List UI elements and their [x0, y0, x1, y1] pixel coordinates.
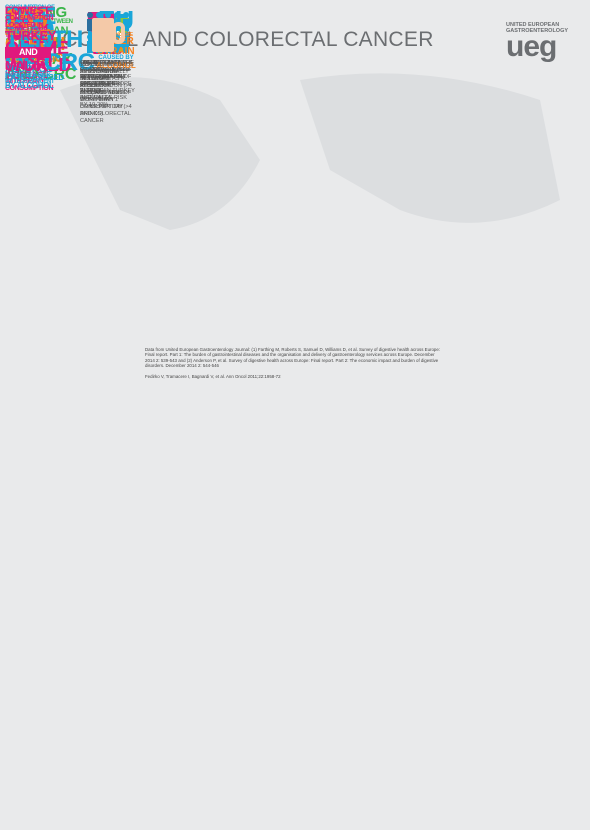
- infographic: ALCOHOL AND COLORECTAL CANCER UNITED EUR…: [5, 4, 569, 384]
- side-line: ALCOHOL: [96, 61, 136, 71]
- headline-line: LOCATED IN: [5, 22, 44, 30]
- headline-line: LOCATED IN: [5, 22, 44, 30]
- headline-line: TENTH: [5, 25, 83, 53]
- description: EUROPE DRINKS, ON AVERAGE, 50% MORE THAN…: [80, 60, 131, 94]
- side-line: CAUSED BY: [98, 55, 134, 62]
- headline-line: CONSUMPTION: [5, 15, 54, 23]
- headline-line: 155: [5, 3, 48, 33]
- headline-line: MORE THAN: [5, 24, 69, 37]
- headline-line: CASES CAUSED: [5, 73, 64, 83]
- headline-line: 1.5 TIMES MORE: [5, 27, 48, 34]
- person-body: [87, 41, 93, 53]
- headline-line: DRINKS: [5, 15, 49, 30]
- panel: LOWEST CONSUMPTION LOCATED IN TURKEY AND MALT…: [0, 5, 590, 830]
- headline-line: WITH HEAVY: [5, 78, 45, 86]
- headline-line: BY 10-20 PERCENT: [5, 79, 55, 86]
- reference: Data from United European Gastroenterolo…: [145, 347, 441, 369]
- headline-line: CORRELATION BETWEEN: [5, 19, 73, 26]
- headline: LOWEST CONSUMPTION LOCATED IN TURKEY AND MALT…: [5, 5, 81, 74]
- person-head: [123, 12, 129, 18]
- logo: UNITED EUROPEAN GASTROENTEROLOGY ueg: [506, 22, 569, 63]
- footer: Data from United European Gastroenterolo…: [145, 347, 445, 384]
- headline-line: CONSUMPTION: [5, 15, 54, 23]
- description: STRONG ASSOCIATION BETWEEN ALCOHOLIC CON…: [80, 62, 132, 124]
- logo-mark: ueg: [506, 30, 557, 63]
- headline-line: THAN THE REST: [5, 33, 48, 40]
- headline-line: ROMANIA AND: [5, 28, 51, 36]
- headline: STRONG CORRELATION BETWEEN MORE THAN 1 DRIN…: [5, 4, 81, 83]
- headline-line: BY ALCOHOL: [5, 80, 54, 90]
- headline-line: STRONG: [5, 4, 67, 21]
- person-head: [114, 12, 120, 18]
- title: ALCOHOL AND COLORECTAL CANCER: [36, 28, 434, 51]
- headline-line: MALTA: [5, 58, 47, 74]
- beer-mug: [92, 18, 114, 52]
- beer-handle: [112, 22, 125, 44]
- panel: 155 BILLION EUROS EU HEALTHCARE UNDER STRAIN C…: [0, 5, 590, 756]
- headline-line: CONSUMPTION: [5, 84, 54, 92]
- logo-line: GASTROENTEROLOGY: [506, 28, 569, 34]
- person-body: [87, 19, 93, 31]
- headline-line: CONSUMPTION OF: [5, 5, 55, 11]
- reference: Fedirko V, Tramacere I, Bagnardi V, et a…: [145, 373, 281, 379]
- person-head: [87, 34, 93, 40]
- headline-line: INCREASES RISK: [5, 73, 51, 80]
- side-line: STRAIN: [97, 45, 135, 57]
- headline-line: LOWEST: [5, 5, 50, 17]
- person-body: [114, 41, 120, 53]
- description: 155 BILLION EUROS SPENT ANNUALLY IN EURO…: [80, 62, 134, 96]
- headline: 155 BILLION EUROS: [5, 3, 81, 37]
- logo-line: UNITED EUROPEAN: [506, 22, 560, 28]
- headline-line: EUROPE: [5, 4, 54, 18]
- headline-line: HIGHEST: [5, 5, 52, 17]
- person-head: [105, 12, 111, 18]
- headline-line: UP TO: [5, 4, 43, 19]
- description: ONE IN TEN CASES OF CRC IS LINKED WITH A…: [80, 60, 133, 87]
- headline-line: ALCOHOL: [5, 63, 52, 75]
- headline-line: WORLD: [5, 55, 71, 76]
- world-map-background: [60, 73, 560, 230]
- headline-line: ONE: [5, 3, 56, 30]
- headline-line: INCREASE: [5, 69, 49, 80]
- headline-line: BILLION EUROS: [5, 29, 55, 37]
- description: THE REGULAR CONSUMPTION OF APPROXIMATELY…: [80, 60, 132, 108]
- panel: ONE TENTH OF CRC CASES CAUSED BY ALCOHOL ONE …: [0, 5, 590, 644]
- description: RISK INCREASES BY 21% WITH MODERATE CONS…: [80, 62, 132, 117]
- icon: [92, 18, 125, 52]
- person-head: [87, 12, 93, 18]
- person-head: [96, 12, 102, 18]
- description: HIGHEST RATES OF ALCOHOL ABUSE RECORDED …: [80, 60, 134, 87]
- person-body: [123, 41, 129, 53]
- headline-line: TURKEY: [5, 27, 57, 43]
- headline-line: AND CRC: [5, 65, 76, 83]
- person-body: [123, 19, 129, 31]
- headline-line: AND: [5, 47, 52, 58]
- description: STATISTICALLY THE LOWEST CONSUMPTION OF …: [80, 60, 135, 101]
- headline-line: PERCENT: [5, 61, 46, 72]
- headline-line: GRAMS OF: [5, 54, 56, 66]
